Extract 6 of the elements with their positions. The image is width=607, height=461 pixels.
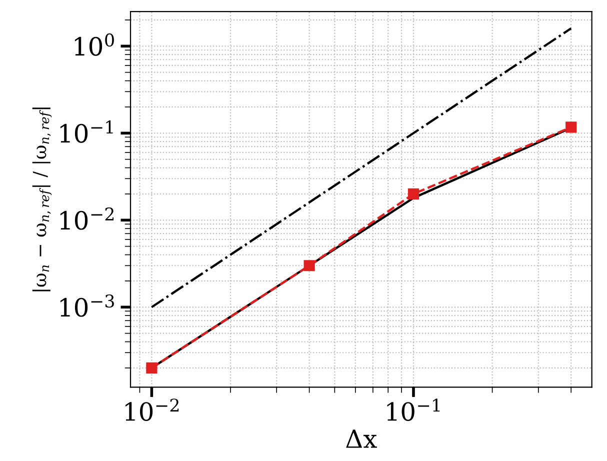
y-tick-label: 10$^{−1}$ [60,120,113,143]
y-tick-label: 10$^{−3}$ [60,294,114,317]
y-axis-title: |ω$_{n}$ − ω$_{n,ref}$| / |ω$_{n,ref}$| [32,108,52,292]
y-tick-label: 10$^{0}$ [74,33,114,56]
x-axis-title: Δx [346,430,377,448]
y-tick-label: 10$^{−2}$ [60,207,114,230]
